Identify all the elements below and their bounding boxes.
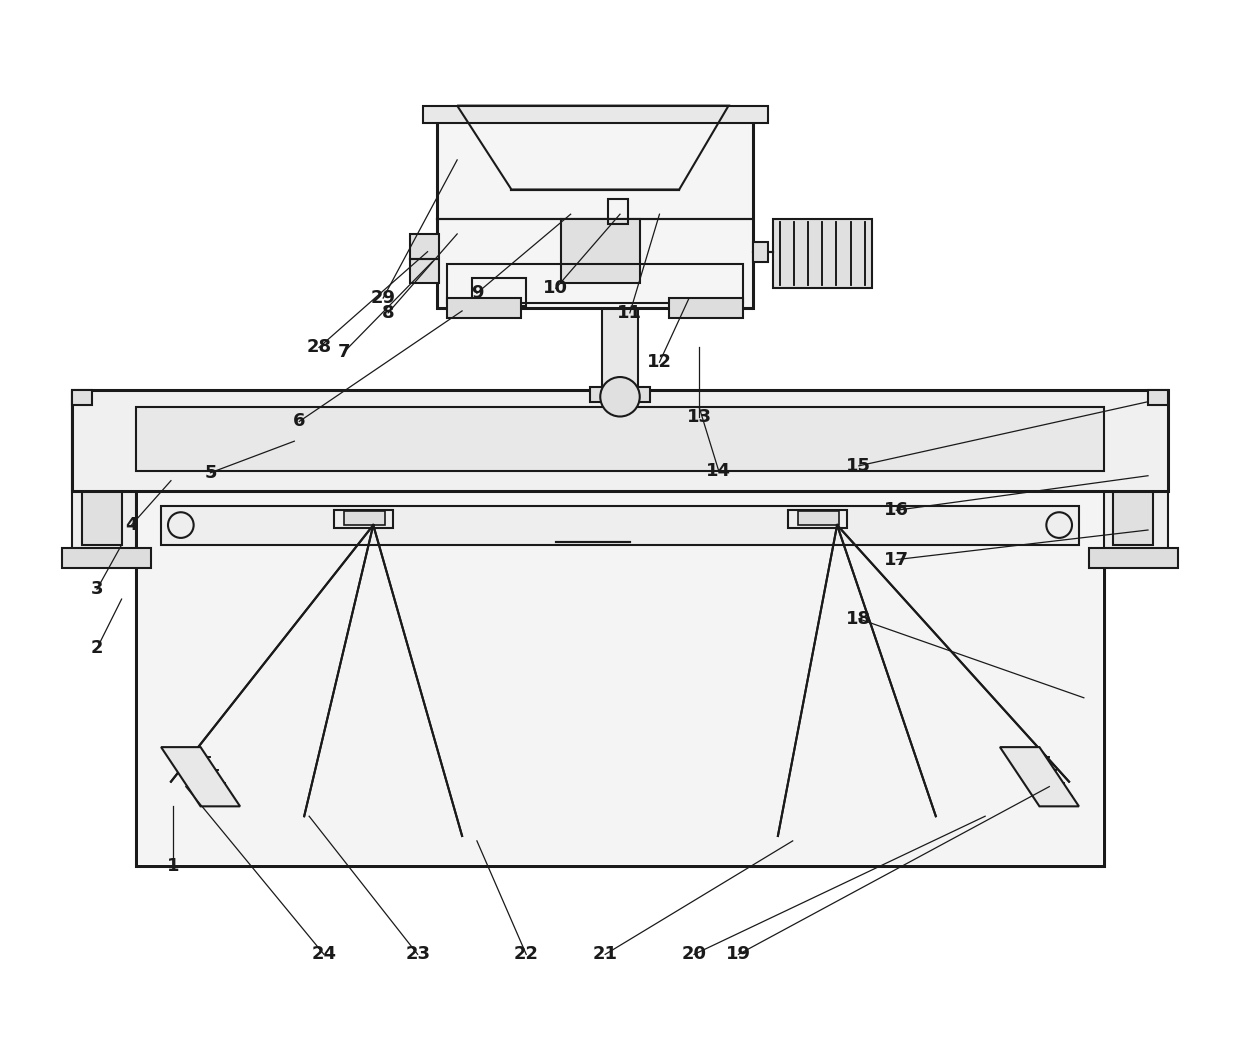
Text: 28: 28 [306, 338, 331, 356]
Text: 4: 4 [125, 516, 138, 534]
Bar [560, 220, 640, 283]
Text: 19: 19 [725, 945, 751, 963]
Bar [1148, 389, 1168, 404]
Bar [797, 511, 839, 525]
Text: 24: 24 [311, 945, 336, 963]
Bar [753, 242, 768, 262]
Bar [62, 547, 151, 568]
Text: 12: 12 [647, 353, 672, 371]
Bar [773, 220, 872, 289]
Bar [438, 121, 753, 308]
Polygon shape [161, 747, 241, 806]
Text: 18: 18 [846, 610, 872, 628]
Bar [448, 298, 521, 318]
Bar [161, 506, 1079, 544]
Text: 13: 13 [687, 407, 712, 425]
Bar [72, 392, 136, 559]
Text: 15: 15 [847, 457, 872, 475]
Text: 10: 10 [543, 279, 568, 297]
Text: 20: 20 [682, 945, 707, 963]
Text: 7: 7 [337, 344, 350, 362]
Text: 21: 21 [593, 945, 618, 963]
Bar [82, 402, 122, 544]
Bar [603, 303, 637, 392]
Text: 16: 16 [884, 501, 909, 519]
Bar [1114, 402, 1153, 544]
Text: 5: 5 [205, 464, 217, 482]
Text: 6: 6 [293, 413, 305, 431]
Bar [787, 510, 847, 528]
Bar [139, 490, 1101, 864]
Bar [72, 389, 92, 404]
Text: 11: 11 [618, 303, 642, 321]
Bar [670, 298, 743, 318]
Bar [72, 389, 1168, 490]
Text: 8: 8 [382, 303, 394, 321]
Text: 14: 14 [707, 462, 732, 480]
Bar [472, 278, 526, 306]
Text: 1: 1 [166, 856, 179, 874]
Text: 9: 9 [471, 284, 484, 302]
Text: 17: 17 [884, 551, 909, 569]
Bar [590, 387, 650, 402]
Text: 22: 22 [513, 945, 538, 963]
Bar [136, 488, 1104, 866]
Bar [448, 263, 743, 303]
Bar [334, 510, 393, 528]
Bar [608, 199, 627, 224]
Polygon shape [999, 747, 1079, 806]
Text: 3: 3 [91, 580, 103, 598]
Bar [136, 406, 1104, 471]
Text: 23: 23 [405, 945, 430, 963]
Bar [409, 233, 439, 283]
Bar [343, 511, 386, 525]
Text: 29: 29 [371, 289, 396, 307]
Bar [1089, 547, 1178, 568]
Bar [1104, 392, 1168, 559]
Bar [423, 106, 768, 123]
Text: 2: 2 [91, 640, 103, 658]
Circle shape [600, 377, 640, 417]
